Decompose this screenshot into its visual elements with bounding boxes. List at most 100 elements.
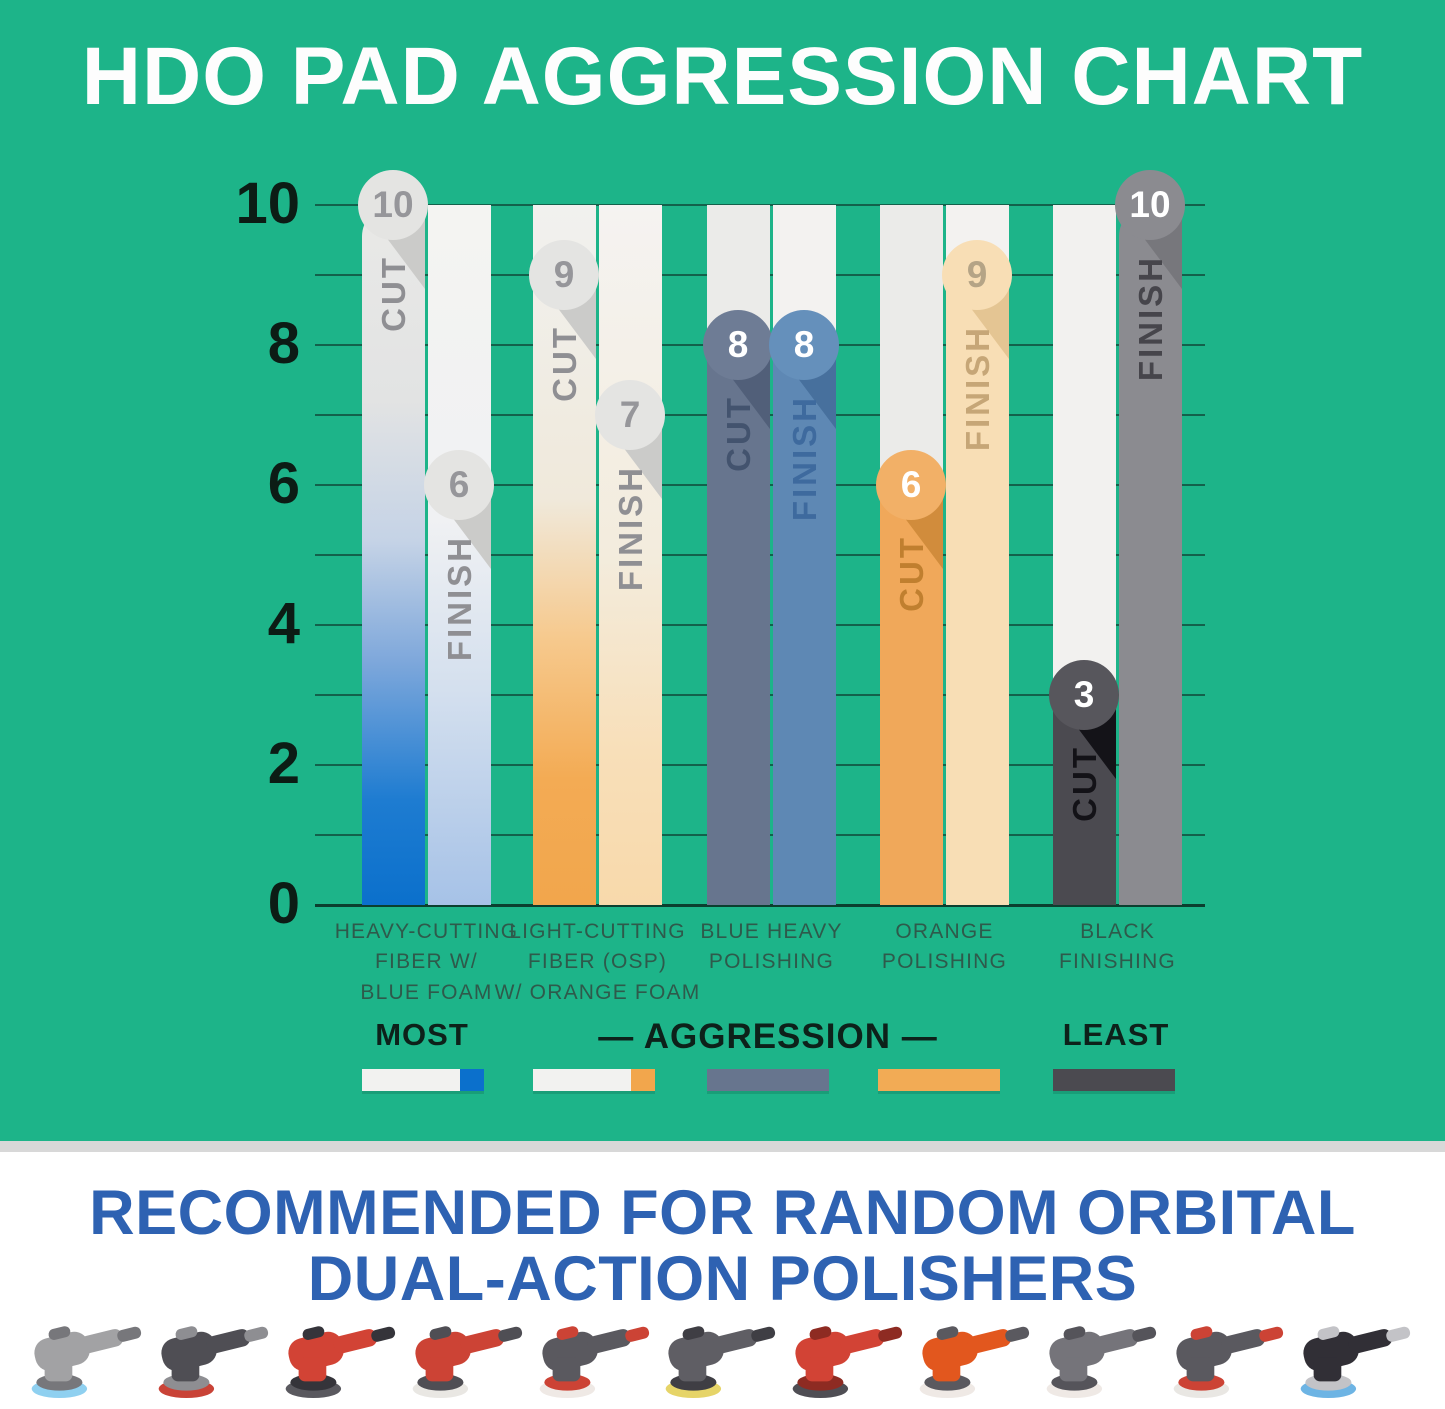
value-badge-cut: 10 bbox=[358, 170, 428, 240]
blue-heavy-swatch bbox=[707, 1069, 829, 1091]
gray-slim-polisher bbox=[1170, 1302, 1290, 1404]
category-label-line: HEAVY-CUTTING bbox=[334, 920, 519, 943]
gray-polisher-yellow-pad bbox=[662, 1302, 782, 1404]
polisher-row bbox=[0, 1292, 1445, 1404]
gray-polisher-blue-pad bbox=[28, 1302, 148, 1404]
value-badge-finish: 7 bbox=[595, 380, 665, 450]
red-polisher-dark-pad-icon bbox=[285, 1326, 395, 1399]
bar-fill bbox=[1119, 205, 1182, 905]
cut-label: CUT bbox=[374, 255, 412, 332]
finish-label: FINISH bbox=[440, 535, 478, 662]
red-black-polisher-icon bbox=[793, 1326, 903, 1399]
bar-heavy-cutting-fiber-blue-foam-cut: 10 CUT bbox=[358, 170, 428, 905]
category-label-line: FIBER (OSP) bbox=[527, 950, 668, 974]
category-label-line: POLISHING bbox=[881, 950, 1008, 974]
cut-label: CUT bbox=[719, 395, 757, 472]
legend-least-label: LEAST bbox=[1062, 1017, 1170, 1052]
category-label-light-cutting-fiber-osp-orange-foam: LIGHT-CUTTING FIBER (OSP) W/ ORANGE FOAM bbox=[483, 917, 713, 1008]
category-label-line: BLUE FOAM bbox=[360, 980, 493, 1004]
y-axis-tick-4: 4 bbox=[267, 591, 300, 656]
bar-fill bbox=[707, 345, 770, 905]
category-label-line: FINISHING bbox=[1059, 950, 1176, 974]
value-badge-finish: 10 bbox=[1115, 170, 1185, 240]
legend-aggression-label: — AGGRESSION — bbox=[598, 1017, 938, 1056]
gray-polisher-blue-pad-icon bbox=[31, 1326, 142, 1399]
category-label-line: BLACK bbox=[1080, 920, 1155, 943]
value-badge-finish: 6 bbox=[424, 450, 494, 520]
category-label-black-finishing: BLACK FINISHING bbox=[1003, 917, 1233, 978]
red-rotary-polisher bbox=[409, 1302, 529, 1404]
gray-polisher-yellow-pad-icon bbox=[666, 1326, 776, 1399]
bar-blue-heavy-polishing-finish: 8 FINISH bbox=[769, 205, 839, 905]
red-polisher-dark-pad bbox=[282, 1302, 402, 1404]
bar-orange-polishing-finish: 9 FINISH bbox=[942, 205, 1012, 905]
orange-sander bbox=[916, 1302, 1036, 1404]
value-badge-cut: 8 bbox=[703, 310, 773, 380]
y-axis-tick-6: 6 bbox=[267, 451, 300, 516]
recommendation-heading-line2: DUAL-ACTION POLISHERS bbox=[307, 1244, 1138, 1314]
cut-label: CUT bbox=[892, 535, 930, 612]
y-axis-tick-0: 0 bbox=[267, 871, 300, 936]
category-label-blue-heavy-polishing: BLUE HEAVY POLISHING bbox=[657, 917, 887, 978]
y-axis-tick-10: 10 bbox=[235, 171, 300, 236]
bar-fill bbox=[599, 205, 662, 905]
bar-black-finishing-finish: 10 FINISH bbox=[1115, 170, 1185, 905]
bar-orange-polishing-cut: 6 CUT bbox=[876, 205, 946, 905]
page-title: HDO PAD AGGRESSION CHART bbox=[81, 31, 1364, 122]
recommendation-heading-line1: RECOMMENDED FOR RANDOM ORBITAL bbox=[89, 1178, 1356, 1248]
heavy-cutting-swatch bbox=[362, 1069, 484, 1091]
chart-panel: HDO PAD AGGRESSION CHART 10 CUT 6 FINISH HEA… bbox=[0, 0, 1445, 1141]
legend-most-label: MOST bbox=[375, 1017, 469, 1052]
y-axis-tick-8: 8 bbox=[267, 311, 300, 376]
red-rotary-polisher-icon bbox=[412, 1326, 522, 1399]
bar-light-cutting-fiber-osp-orange-foam-finish: 7 FINISH bbox=[595, 205, 665, 905]
bar-heavy-cutting-fiber-blue-foam-finish: 6 FINISH bbox=[424, 205, 494, 905]
value-badge-finish: 8 bbox=[769, 310, 839, 380]
black-polisher-red-backing-icon bbox=[158, 1326, 268, 1399]
finish-label: FINISH bbox=[785, 395, 823, 522]
cut-label: CUT bbox=[1065, 745, 1103, 822]
swatch-color-end bbox=[631, 1069, 655, 1091]
bar-blue-heavy-polishing-cut: 8 CUT bbox=[703, 205, 773, 905]
red-black-polisher bbox=[789, 1302, 909, 1404]
black-silver-polisher-blue-pad bbox=[1297, 1302, 1417, 1404]
value-badge-finish: 9 bbox=[942, 240, 1012, 310]
category-label-line: LIGHT-CUTTING bbox=[509, 920, 686, 943]
plot-area: 10 CUT 6 FINISH HEAVY-CUTTING FIBER W/BLUE FO… bbox=[315, 170, 1205, 1004]
finish-label: FINISH bbox=[611, 465, 649, 592]
gray-slim-polisher-icon bbox=[1173, 1326, 1284, 1399]
category-label-line: BLUE HEAVY bbox=[700, 920, 843, 943]
light-cutting-swatch bbox=[533, 1069, 655, 1091]
category-label-line: W/ ORANGE FOAM bbox=[494, 980, 701, 1004]
gray-polisher-white-pad-icon bbox=[1046, 1326, 1157, 1399]
recommendation-heading: RECOMMENDED FOR RANDOM ORBITAL DUAL-ACTI… bbox=[0, 1180, 1445, 1312]
aggression-chart: 10 CUT 6 FINISH HEAVY-CUTTING FIBER W/BLUE FO… bbox=[0, 170, 1445, 1004]
black-polisher-red-backing bbox=[155, 1302, 275, 1404]
category-label-line: POLISHING bbox=[708, 950, 835, 974]
category-label-heavy-cutting-fiber-blue-foam: HEAVY-CUTTING FIBER W/BLUE FOAM bbox=[312, 917, 542, 1008]
black-silver-polisher-blue-pad-icon bbox=[1300, 1326, 1411, 1399]
bar-fill bbox=[773, 345, 836, 905]
category-label-orange-polishing: ORANGE POLISHING bbox=[830, 917, 1060, 978]
gray-polisher-white-pad bbox=[1043, 1302, 1163, 1404]
value-badge-cut: 9 bbox=[529, 240, 599, 310]
value-badge-cut: 3 bbox=[1049, 660, 1119, 730]
finish-label: FINISH bbox=[1131, 255, 1169, 382]
cut-label: CUT bbox=[545, 325, 583, 402]
bar-black-finishing-cut: 3 CUT bbox=[1049, 205, 1119, 905]
bar-light-cutting-fiber-osp-orange-foam-cut: 9 CUT bbox=[529, 205, 599, 905]
swatch-color-end bbox=[460, 1069, 484, 1091]
recommendation-section: RECOMMENDED FOR RANDOM ORBITAL DUAL-ACTI… bbox=[0, 1152, 1445, 1409]
category-label-line: FIBER W/ bbox=[375, 950, 478, 974]
bar-fill bbox=[946, 275, 1009, 905]
category-label-line: ORANGE bbox=[895, 920, 994, 943]
black-swatch bbox=[1053, 1069, 1175, 1091]
x-axis-baseline bbox=[315, 904, 1205, 907]
value-badge-cut: 6 bbox=[876, 450, 946, 520]
finish-label: FINISH bbox=[958, 325, 996, 452]
y-axis-tick-2: 2 bbox=[267, 731, 300, 796]
dark-red-polisher-white-pad bbox=[536, 1302, 656, 1404]
orange-swatch bbox=[878, 1069, 1000, 1091]
bar-fill bbox=[362, 205, 425, 905]
